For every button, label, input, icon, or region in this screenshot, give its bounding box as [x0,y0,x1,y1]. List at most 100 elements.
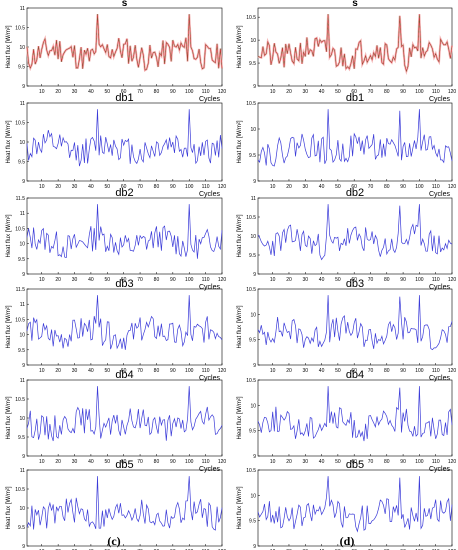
x-tick-label: 80 [384,277,390,283]
y-tick-label: 9.5 [249,429,256,435]
y-axis-label: Heat flux [W/m²] [237,486,243,529]
x-tick-label: 60 [351,277,357,283]
y-tick-label: 11.5 [16,287,26,293]
x-axis-label: Cycles [429,191,451,198]
plot-title: db3 [115,278,133,290]
x-tick-label: 110 [432,277,440,283]
x-tick-label: 10 [39,184,45,190]
y-tick-label: 10.5 [246,378,256,384]
x-tick-label: 120 [448,459,457,465]
x-tick-label: 110 [432,459,440,465]
y-tick-label: 9 [253,363,256,369]
x-tick-label: 70 [368,277,374,283]
y-tick-label: 9 [22,454,25,460]
caption-d: (d) [340,534,355,548]
x-tick-label: 100 [415,368,424,374]
x-tick-label: 10 [39,277,45,283]
x-axis-label: Cycles [199,375,221,382]
x-tick-label: 80 [154,459,160,465]
subplot-3: db2 10 20 30 40 50 60 70 80 90 100 110 120 9 9.5 10 10.5… [6,187,226,291]
y-tick-label: 11 [20,211,25,217]
y-tick-label: 9.5 [249,253,256,259]
x-tick-label: 120 [218,368,227,374]
y-tick-label: 10.5 [246,101,256,107]
x-tick-label: 80 [384,459,390,465]
y-tick-label: 11 [20,378,25,384]
caption-c: (c) [107,534,120,548]
x-axis-label: Cycles [199,466,221,473]
x-tick-label: 30 [302,184,308,190]
subplot-2: db1 10 20 30 40 50 60 70 80 90 100 110 120 9 9.5 10 10.5… [6,92,226,198]
plot-title: db1 [346,92,364,104]
y-tick-label: 10.5 [15,317,25,323]
y-tick-label: 10.5 [15,121,25,127]
x-tick-label: 20 [286,459,292,465]
x-tick-label: 30 [302,459,308,465]
x-axis-label: Cycles [199,191,221,198]
axes-box [26,197,223,275]
y-axis-label: Heat flux [W/m²] [6,396,12,439]
x-tick-label: 120 [218,277,227,283]
x-tick-label: 50 [335,89,341,95]
x-tick-label: 120 [218,184,227,190]
x-tick-label: 40 [88,459,94,465]
x-tick-label: 20 [55,277,61,283]
y-tick-label: 11 [251,196,256,202]
series-line [257,295,453,351]
x-tick-label: 10 [270,459,276,465]
y-axis-label: Heat flux [W/m²] [6,214,12,257]
x-tick-label: 60 [121,89,127,95]
x-tick-label: 70 [368,89,374,95]
plot-title: db5 [115,459,133,471]
x-tick-label: 60 [121,459,127,465]
y-tick-label: 10 [19,506,25,512]
x-tick-label: 100 [415,277,424,283]
x-tick-label: 120 [448,89,457,95]
x-axis-label: Cycles [429,96,451,103]
x-tick-label: 50 [335,277,341,283]
y-tick-label: 10.5 [246,215,256,221]
y-tick-label: 9.5 [18,257,25,263]
x-tick-label: 120 [218,89,227,95]
subplot-10: db3 10 20 30 40 50 60 70 80 90 100 110 120 9 9.5 10 10.5… [237,278,456,382]
x-tick-label: 80 [154,89,160,95]
axes-box [26,379,223,457]
x-tick-label: 40 [88,277,94,283]
x-tick-label: 80 [154,184,160,190]
y-tick-label: 10 [19,416,25,422]
x-tick-label: 50 [105,277,111,283]
series-overlay [26,14,223,71]
y-tick-label: 9.5 [18,525,25,531]
x-tick-label: 20 [286,277,292,283]
y-tick-label: 11 [20,6,25,12]
x-tick-label: 40 [88,368,94,374]
x-tick-label: 30 [302,277,308,283]
x-tick-label: 20 [55,459,61,465]
x-tick-label: 50 [105,459,111,465]
x-tick-label: 90 [400,277,406,283]
y-tick-label: 9 [253,272,256,278]
x-tick-label: 60 [121,184,127,190]
y-axis-label: Heat flux [W/m²] [237,214,243,257]
x-tick-label: 60 [121,277,127,283]
y-tick-label: 9 [22,179,25,185]
x-tick-label: 110 [432,368,440,374]
x-tick-label: 20 [55,89,61,95]
x-axis-label: Cycles [199,284,221,291]
y-tick-label: 10 [19,333,25,339]
x-tick-label: 70 [137,277,143,283]
x-tick-label: 20 [286,184,292,190]
x-tick-label: 100 [185,184,194,190]
x-tick-label: 10 [270,184,276,190]
x-tick-label: 60 [351,368,357,374]
x-tick-label: 100 [185,368,194,374]
x-tick-label: 60 [351,184,357,190]
y-axis-label: Heat flux [W/m²] [6,486,12,529]
x-tick-label: 50 [335,184,341,190]
x-tick-label: 90 [400,184,406,190]
y-axis-label: Heat flux [W/m²] [6,25,12,68]
x-tick-label: 90 [170,184,176,190]
subplot-1: s 10 20 30 40 50 60 70 80 90 100 110 120 9 9.5 10 10.5 11… [6,0,226,103]
y-tick-label: 9 [253,84,256,90]
x-tick-label: 80 [384,368,390,374]
